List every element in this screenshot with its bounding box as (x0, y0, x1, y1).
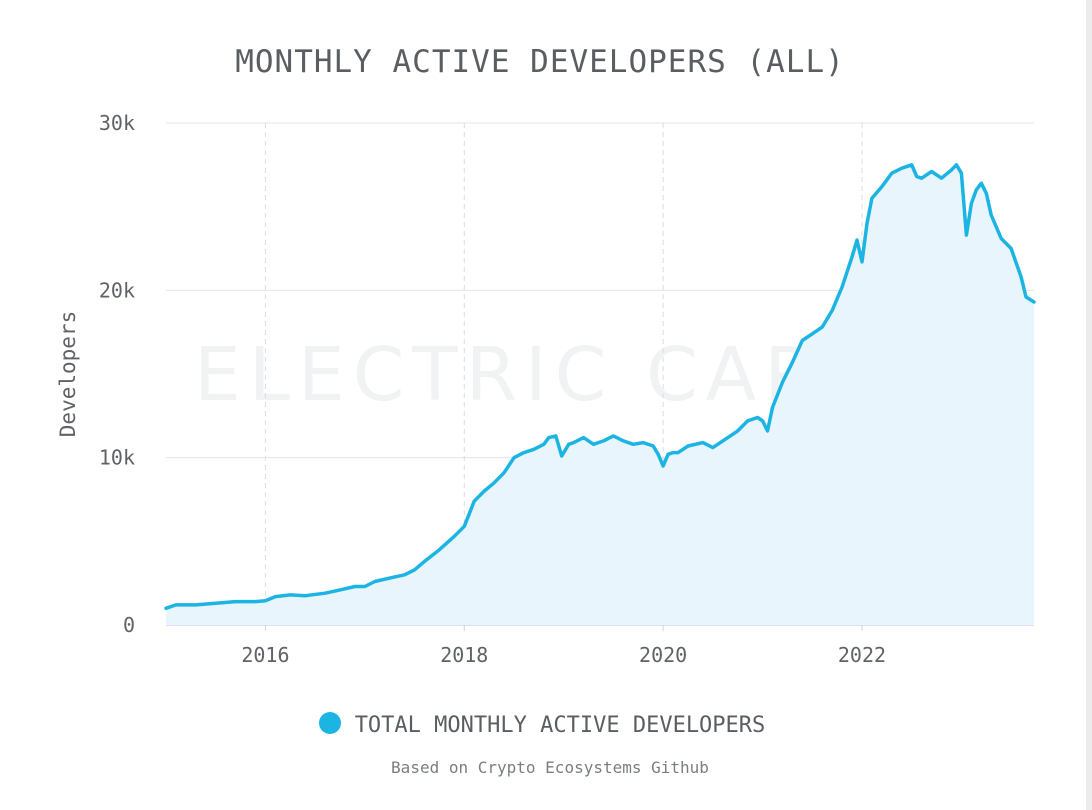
x-tick-label: 2018 (440, 643, 488, 667)
y-tick-label: 0 (123, 613, 135, 637)
series-line[interactable] (164, 163, 1036, 611)
legend[interactable]: TOTAL MONTHLY ACTIVE DEVELOPERS (0, 712, 1084, 738)
y-tick-label: 20k (99, 278, 135, 302)
y-tick-label: 10k (99, 446, 135, 470)
x-tick-label: 2016 (241, 643, 289, 667)
legend-swatch (318, 712, 341, 734)
x-tick-label: 2020 (639, 643, 687, 667)
axes: 0 10k 20k 30k 2016 2018 2020 2022 (99, 111, 886, 667)
y-tick-label: 30k (99, 111, 135, 135)
legend-label: TOTAL MONTHLY ACTIVE DEVELOPERS (354, 713, 766, 738)
x-tick-label: 2022 (838, 643, 886, 667)
area-series (164, 163, 1036, 626)
chart-title: MONTHLY ACTIVE DEVELOPERS (ALL) (235, 44, 845, 80)
right-edge-panel (1086, 0, 1092, 810)
y-axis-label: Developers (56, 311, 80, 437)
series-area-fill (166, 164, 1034, 626)
source-note: Based on Crypto Ecosystems Github (391, 758, 709, 777)
